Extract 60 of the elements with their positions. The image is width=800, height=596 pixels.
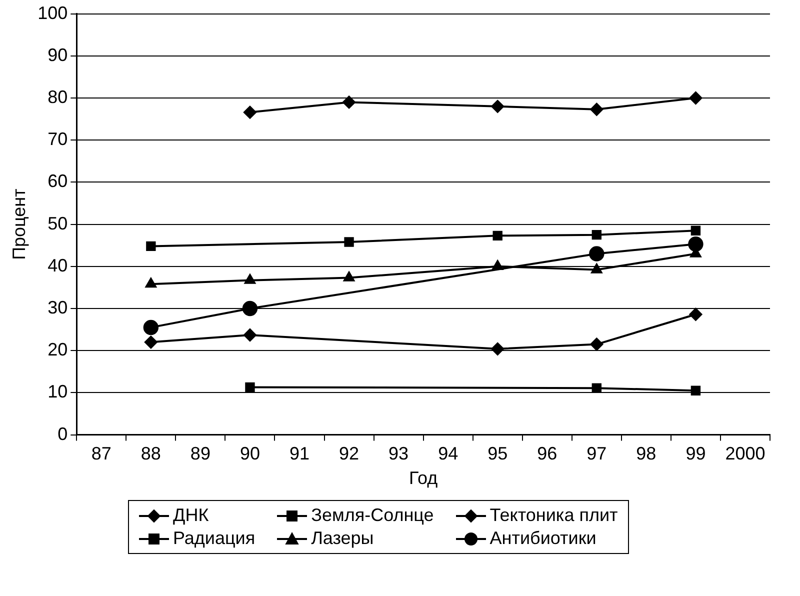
x-tick-label: 92 bbox=[339, 444, 360, 464]
point bbox=[492, 260, 504, 270]
point bbox=[146, 241, 156, 252]
legend-label: Антибиотики bbox=[490, 528, 596, 549]
point bbox=[145, 277, 157, 288]
x-tick-label: 96 bbox=[537, 444, 558, 464]
y-tick-label: 30 bbox=[48, 297, 68, 318]
x-tick-label: 93 bbox=[388, 444, 409, 464]
point bbox=[589, 246, 604, 262]
x-tick-label: 89 bbox=[190, 444, 210, 464]
x-tick-label: 95 bbox=[488, 444, 508, 464]
x-tick-label: 91 bbox=[289, 444, 310, 464]
point bbox=[492, 230, 502, 241]
x-tick-label: 90 bbox=[240, 444, 260, 464]
point bbox=[592, 383, 602, 393]
x-axis-title: Год bbox=[408, 468, 438, 488]
y-tick-label: 60 bbox=[48, 171, 68, 192]
y-tick-label: 0 bbox=[58, 424, 68, 444]
point bbox=[688, 236, 704, 252]
legend-label: ДНК bbox=[173, 505, 209, 526]
y-tick-label: 40 bbox=[48, 255, 68, 276]
point bbox=[343, 271, 355, 282]
point bbox=[689, 308, 702, 321]
point bbox=[143, 320, 159, 336]
point bbox=[344, 237, 354, 247]
point bbox=[689, 91, 702, 105]
legend-label: Тектоника плит bbox=[490, 505, 618, 526]
y-tick-label: 50 bbox=[48, 213, 68, 234]
x-tick-label: 94 bbox=[438, 444, 458, 464]
y-tick-label: 70 bbox=[48, 129, 68, 150]
point bbox=[491, 100, 504, 114]
point bbox=[590, 263, 602, 274]
y-tick-label: 80 bbox=[48, 86, 68, 107]
point bbox=[342, 96, 356, 109]
x-tick-label: 99 bbox=[686, 444, 706, 464]
point bbox=[144, 336, 158, 349]
point bbox=[690, 226, 701, 236]
y-axis-title: Процент bbox=[8, 188, 29, 260]
x-tick-label: 97 bbox=[586, 444, 607, 464]
point bbox=[243, 106, 257, 119]
point bbox=[592, 230, 602, 240]
legend-label: Радиация bbox=[173, 528, 256, 549]
legend-label: Лазеры bbox=[311, 528, 374, 549]
x-tick-label: 98 bbox=[636, 444, 656, 464]
point bbox=[590, 102, 604, 116]
y-tick-label: 20 bbox=[48, 340, 68, 360]
point bbox=[243, 328, 257, 342]
x-tick-label: 87 bbox=[91, 444, 112, 464]
y-tick-label: 90 bbox=[48, 44, 68, 65]
y-tick-label: 10 bbox=[48, 382, 68, 402]
point bbox=[242, 300, 258, 316]
y-tick-label: 100 bbox=[38, 2, 68, 23]
point bbox=[590, 338, 604, 351]
point bbox=[244, 274, 256, 284]
x-tick-label: 2000 bbox=[725, 444, 766, 464]
legend-label: Земля-Солнце bbox=[311, 505, 434, 526]
point bbox=[491, 342, 504, 356]
x-tick-label: 88 bbox=[140, 444, 161, 464]
point bbox=[245, 382, 255, 392]
point bbox=[690, 386, 701, 396]
